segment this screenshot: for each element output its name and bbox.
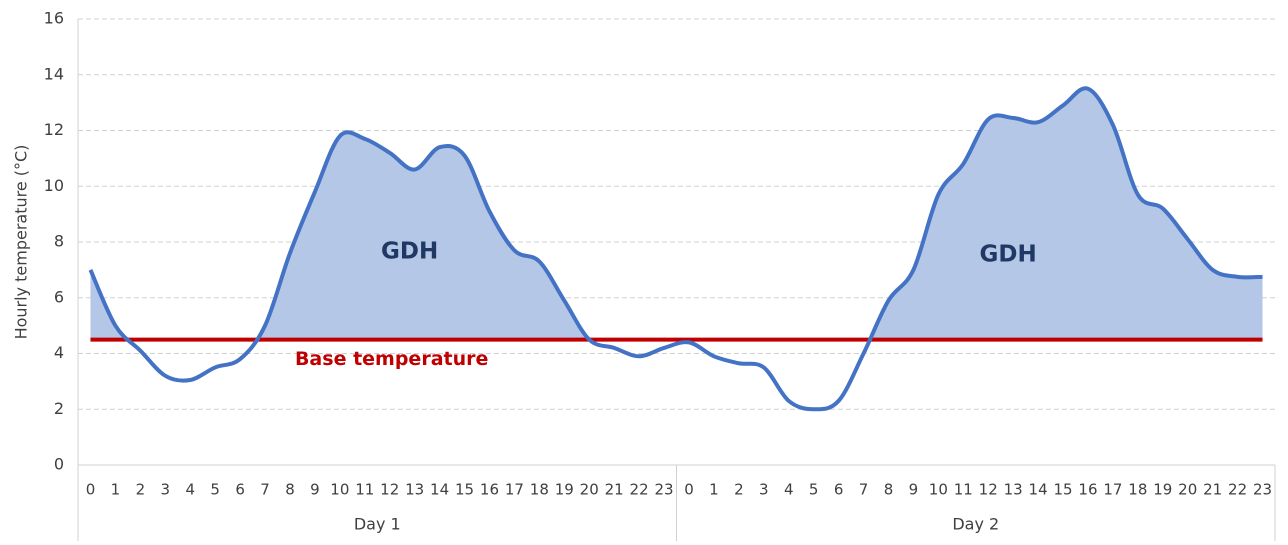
- x-tick-label: 4: [784, 481, 794, 499]
- x-tick-label: 3: [759, 481, 769, 499]
- y-axis-label: Hourly temperature (°C): [12, 145, 31, 340]
- x-tick-label: 12: [979, 481, 998, 499]
- y-tick-label: 12: [44, 120, 64, 139]
- x-tick-label: 9: [909, 481, 919, 499]
- x-tick-label: 0: [86, 481, 96, 499]
- temperature-line: [88, 86, 1263, 412]
- x-tick-label: 23: [1253, 481, 1272, 499]
- x-tick-label: 14: [1029, 481, 1048, 499]
- base-label: Base temperature: [295, 348, 488, 370]
- y-tick-label: 4: [54, 343, 64, 362]
- x-tick-label: 16: [1078, 481, 1097, 499]
- x-tick-label: 15: [1053, 481, 1072, 499]
- x-tick-label: 3: [161, 481, 171, 499]
- x-tick-label: 15: [455, 481, 474, 499]
- group-label: Day 2: [952, 515, 999, 534]
- x-tick-label: 23: [654, 481, 673, 499]
- x-tick-label: 18: [1128, 481, 1147, 499]
- x-tick-label: 19: [1153, 481, 1172, 499]
- y-tick-label: 10: [44, 176, 64, 195]
- x-tick-label: 13: [405, 481, 424, 499]
- x-tick-label: 6: [834, 481, 844, 499]
- x-tick-label: 7: [260, 481, 270, 499]
- x-tick-label: 20: [1178, 481, 1197, 499]
- x-tick-label: 9: [310, 481, 320, 499]
- x-tick-label: 21: [1203, 481, 1222, 499]
- x-tick-label: 20: [580, 481, 599, 499]
- x-tick-label: 10: [929, 481, 948, 499]
- x-tick-label: 22: [630, 481, 649, 499]
- x-tick-label: 11: [355, 481, 374, 499]
- x-tick-label: 6: [235, 481, 245, 499]
- group-label: Day 1: [354, 515, 401, 534]
- y-tick-label: 6: [54, 287, 64, 306]
- x-tick-label: 1: [111, 481, 121, 499]
- x-tick-label: 18: [530, 481, 549, 499]
- area-annotation: GDH: [980, 242, 1037, 268]
- gdh-area: [90, 88, 1263, 340]
- x-tick-label: 5: [809, 481, 819, 499]
- x-tick-label: 0: [684, 481, 694, 499]
- x-tick-label: 21: [605, 481, 624, 499]
- y-tick-label: 0: [54, 455, 64, 474]
- x-tick-label: 2: [136, 481, 146, 499]
- y-tick-label: 2: [54, 399, 64, 418]
- x-tick-label: 8: [884, 481, 894, 499]
- x-tick-label: 11: [954, 481, 973, 499]
- y-tick-label: 16: [44, 9, 64, 28]
- x-tick-label: 16: [480, 481, 499, 499]
- x-tick-label: 13: [1004, 481, 1023, 499]
- y-tick-label: 8: [54, 232, 64, 251]
- x-tick-label: 7: [859, 481, 869, 499]
- x-tick-label: 8: [285, 481, 295, 499]
- area-annotation: GDH: [381, 239, 438, 265]
- x-tick-label: 5: [210, 481, 220, 499]
- x-tick-label: 22: [1228, 481, 1247, 499]
- x-tick-label: 10: [330, 481, 349, 499]
- x-tick-label: 2: [734, 481, 744, 499]
- x-tick-label: 17: [1103, 481, 1122, 499]
- y-tick-label: 14: [44, 64, 64, 83]
- x-tick-label: 1: [709, 481, 719, 499]
- x-tick-label: 12: [380, 481, 399, 499]
- x-tick-label: 19: [555, 481, 574, 499]
- x-tick-label: 14: [430, 481, 449, 499]
- x-tick-label: 4: [185, 481, 195, 499]
- x-tick-label: 17: [505, 481, 524, 499]
